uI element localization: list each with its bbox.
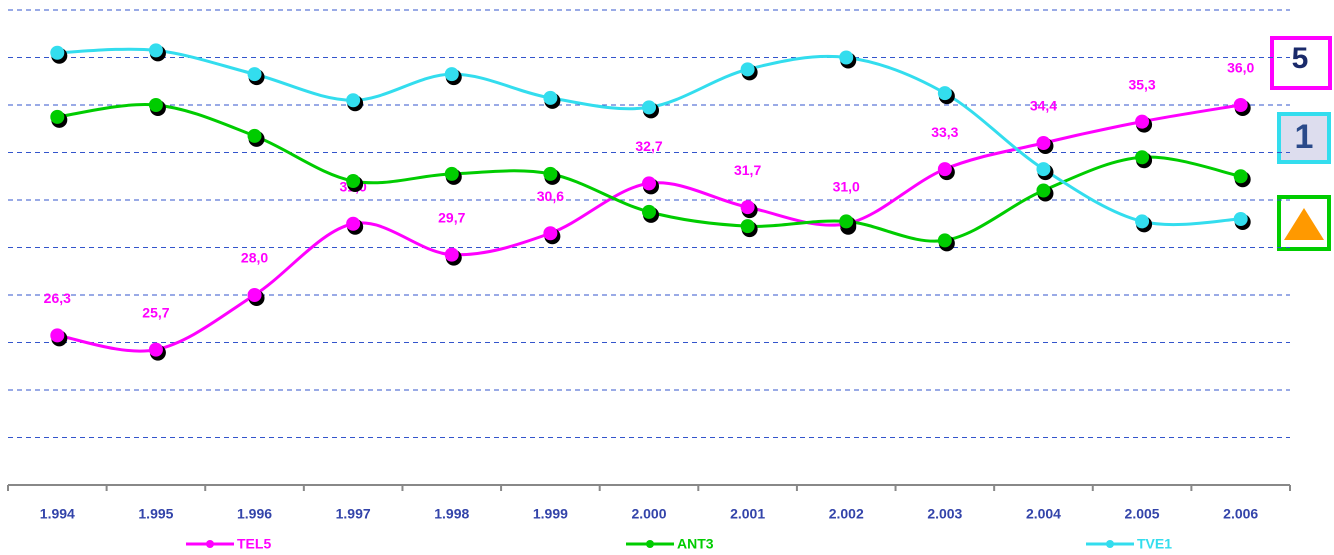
x-tick-label: 1.997 [336, 506, 371, 522]
marker [1036, 162, 1051, 177]
marker [444, 247, 459, 262]
marker [444, 166, 459, 181]
marker [148, 43, 163, 58]
marker [543, 226, 558, 241]
data-label: 28,0 [241, 250, 268, 266]
legend-label: ANT3 [677, 536, 714, 552]
data-label: 33,3 [931, 124, 958, 140]
marker [1036, 183, 1051, 198]
logo-tel5-mark: 5 [1292, 42, 1309, 75]
data-label: 30,6 [537, 188, 564, 204]
marker [247, 128, 262, 143]
logo-tve1-mark: 1 [1295, 118, 1314, 156]
data-label: 31,0 [833, 178, 860, 194]
marker [839, 214, 854, 229]
data-label: 31,7 [734, 162, 761, 178]
marker [444, 67, 459, 82]
marker [1135, 114, 1150, 129]
data-label: 35,3 [1128, 76, 1155, 92]
legend-marker [206, 540, 214, 548]
x-tick-label: 1.998 [434, 506, 469, 522]
marker [642, 204, 656, 219]
marker [642, 100, 656, 115]
x-tick-label: 2.004 [1026, 506, 1061, 522]
marker [1233, 169, 1248, 184]
logos: 5 1 [1270, 36, 1332, 251]
marker [1233, 212, 1248, 226]
data-label: 25,7 [142, 304, 169, 320]
x-tick-label: 2.003 [927, 506, 962, 522]
marker [1135, 150, 1150, 165]
x-tick-label: 2.001 [730, 506, 765, 522]
marker [50, 45, 65, 60]
legend-marker [646, 540, 654, 548]
marker [148, 342, 163, 357]
marker [50, 328, 65, 343]
marker [740, 200, 755, 215]
marker [50, 109, 65, 124]
x-tick-label: 2.005 [1125, 506, 1160, 522]
x-tick-label: 2.002 [829, 506, 864, 522]
x-tick-label: 2.006 [1223, 506, 1258, 522]
marker [642, 176, 656, 191]
marker [543, 166, 558, 181]
data-label: 32,7 [635, 138, 662, 154]
logo-ant3-mark [1284, 208, 1324, 240]
marker [1233, 98, 1248, 112]
marker [740, 62, 755, 77]
marker [1036, 136, 1051, 150]
data-label: 36,0 [1227, 60, 1254, 76]
data-label: 34,4 [1030, 98, 1057, 114]
marker [247, 288, 262, 302]
marker [148, 98, 163, 112]
legend-label: TEL5 [237, 536, 271, 552]
marker [937, 86, 952, 101]
marker [1135, 214, 1150, 229]
marker [346, 216, 361, 231]
marker [937, 233, 952, 248]
x-tick-label: 2.000 [631, 506, 666, 522]
marker [937, 162, 952, 177]
marker [839, 50, 854, 65]
legend-label: TVE1 [1137, 536, 1172, 552]
marker [740, 219, 755, 234]
x-tick-label: 1.994 [40, 506, 75, 522]
x-tick-label: 1.999 [533, 506, 568, 522]
marker [346, 174, 361, 188]
data-label: 26,3 [44, 290, 71, 306]
logo-tel5 [1270, 36, 1332, 90]
marker [247, 67, 262, 82]
x-tick-label: 1.995 [138, 506, 173, 522]
marker [346, 93, 361, 108]
legend-marker [1106, 540, 1114, 548]
marker [543, 90, 558, 105]
logo-tve1 [1277, 112, 1331, 164]
data-label: 29,7 [438, 209, 465, 225]
x-tick-label: 1.996 [237, 506, 272, 522]
